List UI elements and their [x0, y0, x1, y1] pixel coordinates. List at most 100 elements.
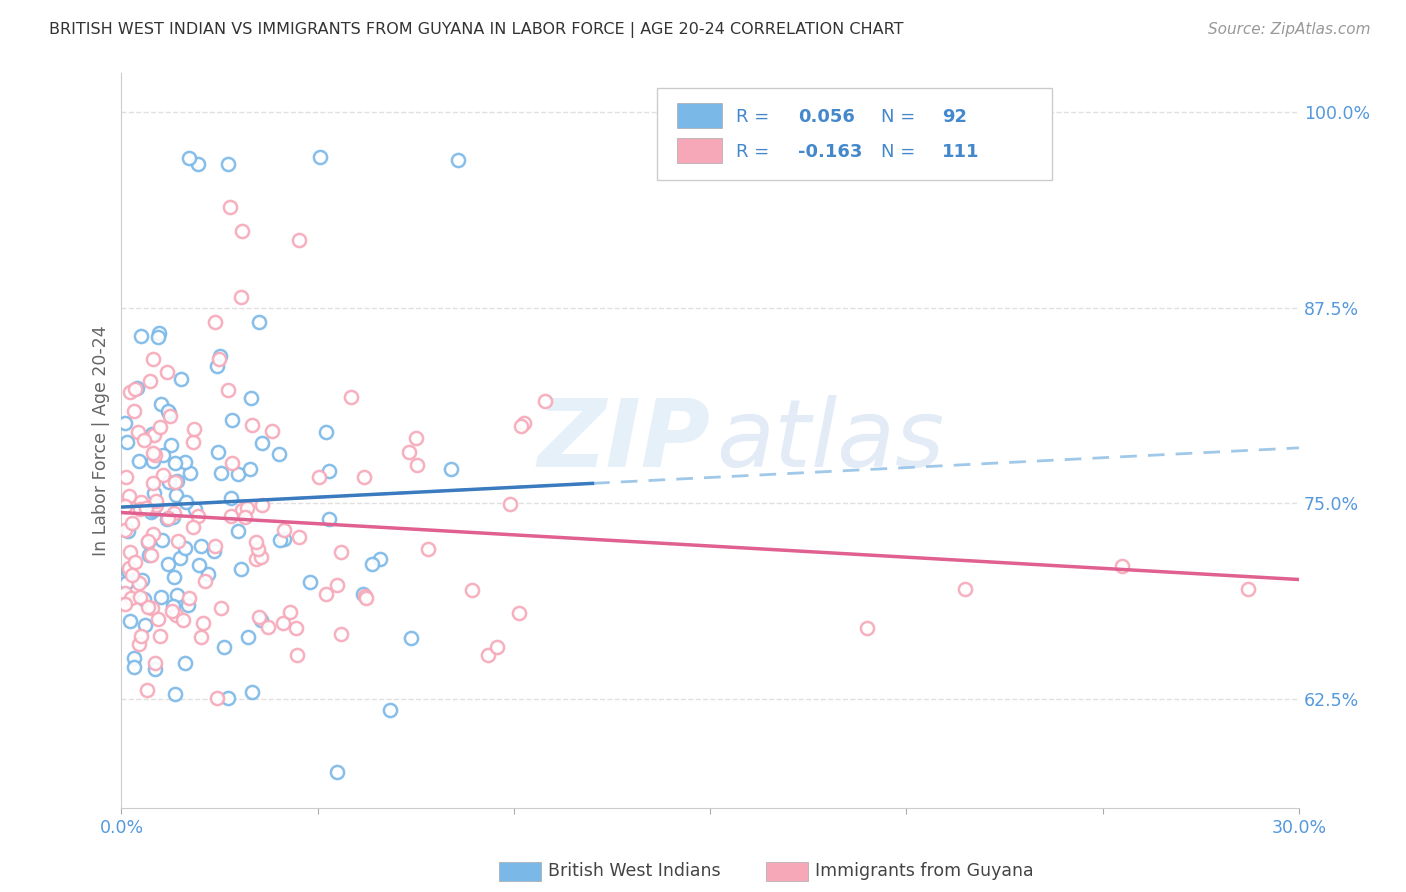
Point: [162, 599, 184, 613]
Point: [162, 509, 184, 524]
Point: [190, 630, 212, 644]
Point: [287, 530, 309, 544]
Point: [143, 428, 166, 442]
Point: [143, 448, 166, 462]
Text: 111: 111: [942, 144, 980, 161]
Point: [352, 587, 374, 601]
Point: [159, 475, 181, 490]
FancyBboxPatch shape: [678, 138, 721, 163]
Point: [117, 564, 139, 578]
Point: [124, 555, 146, 569]
Point: [257, 620, 280, 634]
Point: [166, 533, 188, 548]
Point: [145, 494, 167, 508]
Point: [134, 434, 156, 448]
Point: [163, 475, 186, 489]
Point: [262, 424, 284, 438]
Point: [143, 485, 166, 500]
Point: [152, 448, 174, 462]
Point: [122, 660, 145, 674]
Point: [165, 607, 187, 622]
Point: [148, 611, 170, 625]
Point: [156, 557, 179, 571]
Point: [246, 541, 269, 556]
Point: [239, 462, 262, 476]
Point: [156, 365, 179, 379]
Point: [131, 573, 153, 587]
Point: [273, 532, 295, 546]
Point: [142, 527, 165, 541]
Point: [187, 156, 209, 170]
Point: [165, 687, 187, 701]
Point: [267, 446, 290, 460]
Text: Immigrants from Guyana: Immigrants from Guyana: [815, 863, 1033, 880]
Point: [117, 489, 139, 503]
Point: [125, 381, 148, 395]
Point: [339, 390, 361, 404]
Point: [141, 549, 163, 563]
Point: [172, 613, 194, 627]
Point: [250, 436, 273, 450]
Point: [128, 502, 150, 516]
Point: [513, 416, 536, 430]
Point: [188, 558, 211, 573]
Point: [209, 466, 232, 480]
Point: [114, 499, 136, 513]
Point: [143, 656, 166, 670]
Point: [120, 545, 142, 559]
Point: [129, 329, 152, 343]
Point: [534, 394, 557, 409]
Point: [440, 462, 463, 476]
Text: N =: N =: [882, 144, 921, 161]
Point: [128, 454, 150, 468]
Point: [197, 566, 219, 581]
Point: [142, 453, 165, 467]
Text: BRITISH WEST INDIAN VS IMMIGRANTS FROM GUYANA IN LABOR FORCE | AGE 20-24 CORRELA: BRITISH WEST INDIAN VS IMMIGRANTS FROM G…: [49, 22, 904, 38]
FancyBboxPatch shape: [678, 103, 721, 128]
Text: R =: R =: [737, 108, 775, 126]
Point: [118, 385, 141, 400]
Point: [142, 351, 165, 366]
Point: [240, 391, 263, 405]
Point: [159, 409, 181, 423]
Point: [128, 637, 150, 651]
Point: [219, 509, 242, 524]
Point: [308, 470, 330, 484]
Point: [231, 503, 253, 517]
Point: [136, 534, 159, 549]
Point: [184, 501, 207, 516]
Point: [174, 541, 197, 555]
Text: -0.163: -0.163: [799, 144, 863, 161]
Point: [208, 352, 231, 367]
Point: [284, 621, 307, 635]
Point: [120, 591, 142, 605]
Text: 92: 92: [942, 108, 967, 126]
Point: [191, 616, 214, 631]
Point: [150, 533, 173, 548]
Point: [163, 506, 186, 520]
Point: [124, 383, 146, 397]
Point: [218, 200, 240, 214]
Point: [136, 600, 159, 615]
Point: [135, 682, 157, 697]
Text: N =: N =: [882, 108, 921, 126]
Point: [205, 359, 228, 373]
Point: [163, 456, 186, 470]
Point: [240, 417, 263, 432]
Point: [233, 510, 256, 524]
Text: R =: R =: [737, 144, 775, 161]
Point: [114, 416, 136, 430]
Point: [214, 640, 236, 654]
FancyBboxPatch shape: [657, 87, 1052, 179]
Point: [166, 474, 188, 488]
Point: [399, 631, 422, 645]
Point: [508, 606, 530, 620]
Point: [181, 519, 204, 533]
Point: [416, 542, 439, 557]
Point: [250, 499, 273, 513]
Point: [955, 582, 977, 597]
Point: [160, 604, 183, 618]
Point: [207, 445, 229, 459]
Point: [114, 586, 136, 600]
Point: [510, 419, 533, 434]
